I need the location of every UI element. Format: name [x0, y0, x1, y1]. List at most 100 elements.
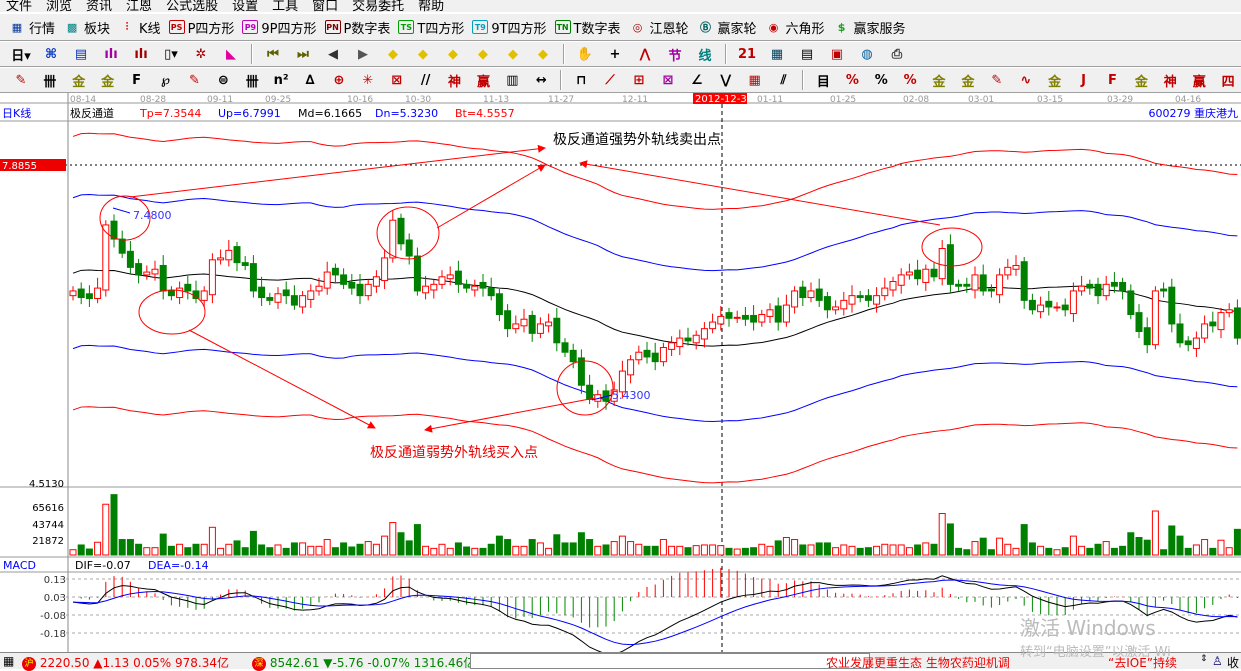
prev-icon[interactable]: ◀ [328, 46, 338, 62]
line-icon[interactable]: ⋀ [639, 46, 651, 62]
f2-icon[interactable]: F [1108, 72, 1117, 88]
toolbar-button[interactable]: ◎ 江恩轮 [629, 18, 689, 37]
menu-item[interactable]: 文件 [6, 0, 33, 14]
gold-circle-icon[interactable]: 金 [932, 74, 946, 90]
shrink-diamond-icon[interactable]: ◆ [478, 46, 488, 62]
print-icon[interactable]: ⎙ [891, 46, 903, 62]
zoom-out-diamond-icon[interactable]: ◆ [538, 46, 548, 62]
slash-icon[interactable]: // [420, 72, 431, 88]
menu-item[interactable]: 工具 [272, 0, 299, 14]
toolbar-button[interactable]: ◉ 六角形 [765, 18, 825, 37]
tower-icon[interactable]: ♙ [1212, 654, 1223, 668]
pen3-icon[interactable]: ✎ [991, 72, 1003, 88]
expand-diamond-icon[interactable]: ◆ [448, 46, 458, 62]
percent-red-icon[interactable]: % [845, 72, 859, 88]
toolbar-button[interactable]: ▩ 板块 [63, 18, 110, 37]
indicator3-icon[interactable]: ılı [104, 46, 118, 62]
menu-item[interactable]: 交易委托 [352, 0, 405, 14]
gold-icon[interactable]: 线 [698, 48, 712, 64]
god-fan-icon[interactable]: 神 [1163, 74, 1177, 90]
scale-icon[interactable]: ▥ [506, 72, 519, 88]
network-icon[interactable]: ◍ [861, 46, 873, 62]
win-fan-icon[interactable]: 赢 [1192, 74, 1206, 90]
gold-red-icon[interactable]: 金 [1048, 74, 1062, 90]
toolbar-button[interactable]: PS P四方形 [168, 18, 234, 37]
candle-dropdown-icon[interactable]: ▯▾ [164, 46, 178, 62]
toolbar-button[interactable]: T9 9T四方形 [472, 18, 547, 37]
toolbar-button[interactable]: PN P数字表 [324, 18, 390, 37]
menu-item[interactable]: 江恩 [126, 0, 153, 14]
news-item[interactable]: 农业发展更重生态 生物农药迎机调 [826, 656, 1010, 670]
menu-item[interactable]: 设置 [232, 0, 259, 14]
indicator9-icon[interactable]: ılı [134, 46, 148, 62]
gold1-icon[interactable]: 金 [72, 74, 86, 90]
spiral-icon[interactable]: ℘ [160, 72, 171, 88]
last-icon[interactable]: ⏭ [297, 46, 309, 62]
god-icon[interactable]: 神 [448, 74, 462, 90]
four-fan-icon[interactable]: 四 [1221, 74, 1235, 90]
toolbar-button[interactable]: ⫶ K线 [118, 18, 161, 37]
first-icon[interactable]: ⏮ [267, 46, 279, 62]
tag-icon[interactable]: 节 [668, 48, 682, 64]
target-icon[interactable]: ⊕ [333, 72, 345, 88]
toolbar-button[interactable]: $ 赢家服务 [833, 18, 906, 37]
angle2-icon[interactable]: ∠ [690, 72, 703, 88]
gold-fan-icon[interactable]: 金 [1134, 74, 1148, 90]
calculator-icon[interactable]: ▦ [770, 46, 784, 62]
j-icon[interactable]: J [1081, 72, 1086, 88]
box-icon[interactable]: ⊓ [575, 72, 587, 88]
pen2-icon[interactable]: ✎ [188, 72, 200, 88]
f-icon[interactable]: F [132, 72, 142, 88]
gold-lines-icon[interactable]: 金 [961, 74, 975, 90]
win-icon[interactable]: 赢 [476, 74, 490, 90]
menu-item[interactable]: 公式选股 [166, 0, 219, 14]
next-icon[interactable]: ▶ [358, 46, 368, 62]
calendar-icon[interactable]: 21 [737, 46, 757, 62]
save-icon[interactable]: ▣ [830, 46, 844, 62]
crosshair-icon[interactable]: + [609, 46, 621, 62]
news-item[interactable]: “去IOE”持续 [1108, 656, 1178, 670]
circle-icon[interactable]: ⊜ [217, 72, 229, 88]
menu-item[interactable]: 窗口 [312, 0, 339, 14]
news-ticker-box[interactable] [470, 653, 870, 669]
gold2-icon[interactable]: 金 [101, 74, 115, 90]
toolbar-button[interactable]: ▦ 行情 [8, 18, 55, 37]
left-diamond-icon[interactable]: ◆ [388, 46, 398, 62]
pen-icon[interactable]: ✎ [15, 72, 27, 88]
grid2-icon[interactable]: ▦ [748, 72, 761, 88]
bars2-icon[interactable]: 卌 [245, 74, 259, 90]
zoom-in-diamond-icon[interactable]: ◆ [508, 46, 518, 62]
fan-icon[interactable]: ⟋ [605, 72, 615, 88]
parallel-icon[interactable]: ⫽ [780, 72, 787, 88]
grid-fan2-icon[interactable]: ⊠ [662, 72, 674, 88]
quote-table-icon[interactable]: ▦ [3, 654, 15, 668]
shanghai-index[interactable]: 沪 2220.50 ▲1.13 0.05% 978.34亿 [22, 654, 229, 671]
grid-fan-icon[interactable]: ⊞ [633, 72, 645, 88]
width-icon[interactable]: ↔ [535, 72, 547, 88]
toolbar-button[interactable]: P9 9P四方形 [242, 18, 317, 37]
bars-icon[interactable]: 卌 [43, 74, 57, 90]
collapse-button[interactable]: 收 [1227, 656, 1240, 670]
percent-icon[interactable]: % [874, 72, 888, 88]
menu-item[interactable]: 资讯 [86, 0, 113, 14]
sine-icon[interactable]: ∿ [1020, 72, 1032, 88]
square-icon[interactable]: ⊠ [391, 72, 403, 88]
scroll-updown-icon[interactable]: ⇕ [1200, 654, 1208, 664]
menu-item[interactable]: 浏览 [46, 0, 73, 14]
percent-lines-icon[interactable]: % [903, 72, 917, 88]
period-day-dropdown-icon[interactable]: 日▾ [11, 48, 31, 64]
toolbar-button[interactable]: TN T数字表 [554, 18, 621, 37]
shenzhen-index[interactable]: 深 8542.61 ▼-5.76 -0.07% 1316.46亿 [252, 654, 475, 671]
report-icon[interactable]: ▤ [800, 46, 814, 62]
angle-icon[interactable]: ∆ [305, 72, 315, 88]
star-icon[interactable]: ✳ [362, 72, 374, 88]
wave-icon[interactable]: ⋁ [720, 72, 732, 88]
note-icon[interactable]: ▤ [74, 46, 88, 62]
formula-icon[interactable]: ✲ [195, 46, 207, 62]
toolbar-button[interactable]: Ⓑ 赢家轮 [697, 18, 757, 37]
toolbar-button[interactable]: TS T四方形 [398, 18, 464, 37]
menu-item[interactable]: 帮助 [418, 0, 445, 14]
kline-chart[interactable]: 08-14 08-28 09-11 09-25 10-16 10-30 11-13 11-27… [0, 93, 1241, 652]
n2-icon[interactable]: n² [273, 72, 289, 88]
color-chart-icon[interactable]: ◣ [226, 46, 236, 62]
